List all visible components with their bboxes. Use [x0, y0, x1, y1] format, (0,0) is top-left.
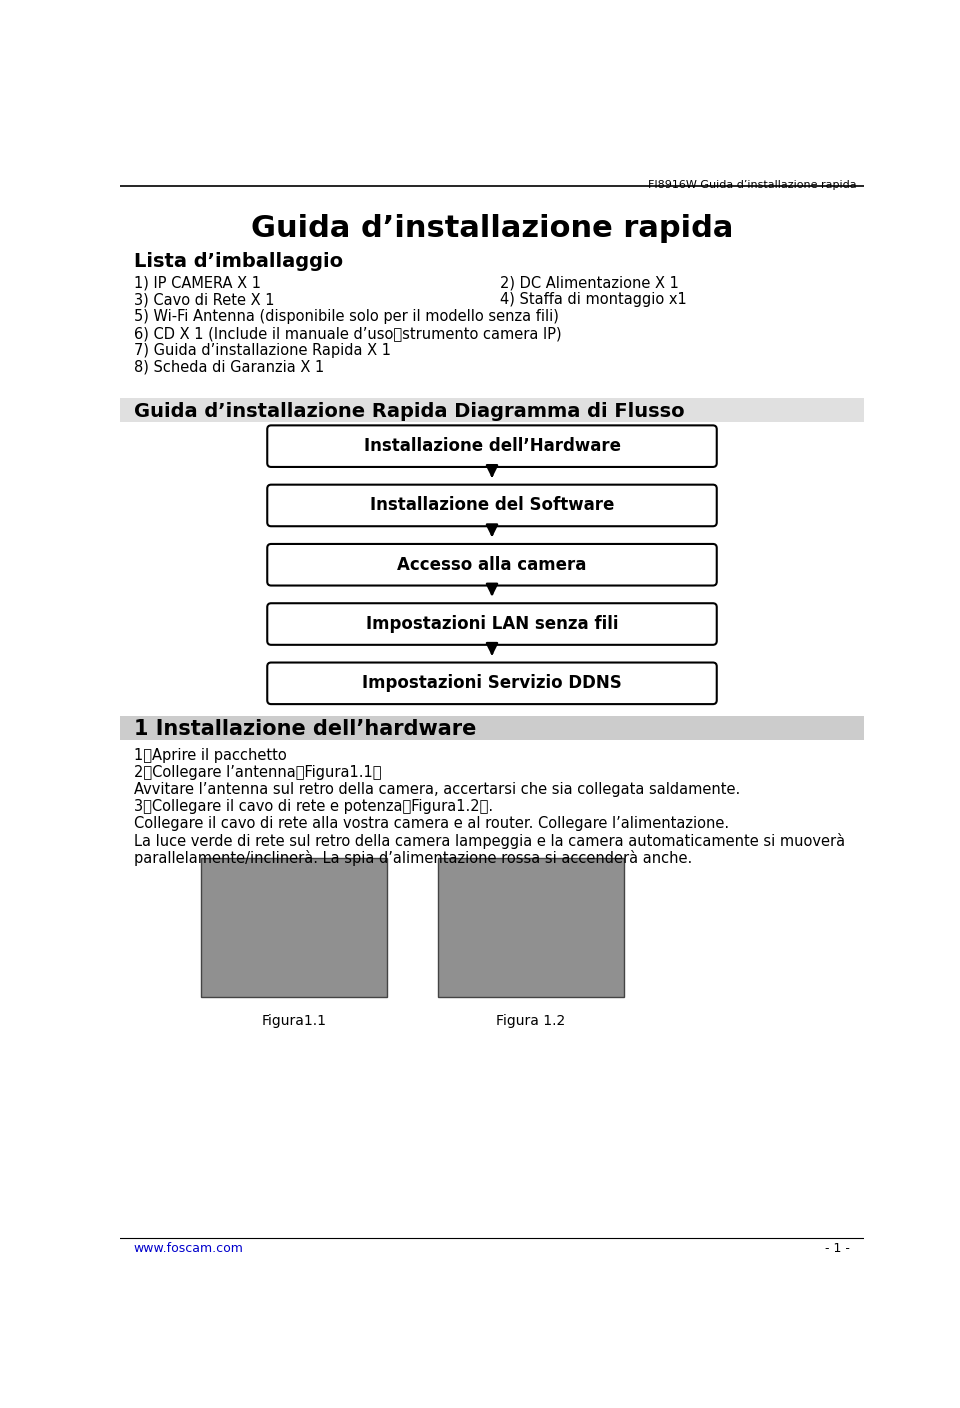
- Text: Guida d’installazione rapida: Guida d’installazione rapida: [251, 214, 733, 242]
- Text: Installazione del Software: Installazione del Software: [370, 497, 614, 514]
- Text: 1 Installazione dell’hardware: 1 Installazione dell’hardware: [134, 718, 476, 739]
- Text: Figura1.1: Figura1.1: [262, 1014, 326, 1028]
- FancyBboxPatch shape: [267, 603, 717, 645]
- FancyBboxPatch shape: [267, 663, 717, 704]
- Bar: [120, 398, 864, 421]
- Text: Accesso alla camera: Accesso alla camera: [397, 556, 587, 573]
- Text: 1）Aprire il pacchetto: 1）Aprire il pacchetto: [134, 748, 287, 763]
- Text: 1) IP CAMERA X 1: 1) IP CAMERA X 1: [134, 275, 261, 290]
- Text: Lista d’imballaggio: Lista d’imballaggio: [134, 252, 343, 272]
- Text: La luce verde di rete sul retro della camera lampeggia e la camera automaticamen: La luce verde di rete sul retro della ca…: [134, 832, 845, 849]
- Text: parallelamente/inclinerà. La spia d’alimentazione rossa si accenderà anche.: parallelamente/inclinerà. La spia d’alim…: [134, 849, 692, 866]
- Bar: [202, 857, 388, 997]
- Text: 4) Staffa di montaggio x1: 4) Staffa di montaggio x1: [500, 293, 686, 307]
- Text: Collegare il cavo di rete alla vostra camera e al router. Collegare l’alimentazi: Collegare il cavo di rete alla vostra ca…: [134, 815, 729, 831]
- Text: 7) Guida d’installazione Rapida X 1: 7) Guida d’installazione Rapida X 1: [134, 344, 391, 358]
- Bar: [438, 857, 624, 997]
- Text: www.foscam.com: www.foscam.com: [134, 1242, 244, 1256]
- Text: Impostazioni LAN senza fili: Impostazioni LAN senza fili: [366, 615, 618, 634]
- Text: - 1 -: - 1 -: [826, 1242, 850, 1256]
- FancyBboxPatch shape: [267, 425, 717, 467]
- Text: 2) DC Alimentazione X 1: 2) DC Alimentazione X 1: [500, 275, 679, 290]
- Text: 5) Wi-Fi Antenna (disponibile solo per il modello senza fili): 5) Wi-Fi Antenna (disponibile solo per i…: [134, 310, 559, 324]
- Text: 3) Cavo di Rete X 1: 3) Cavo di Rete X 1: [134, 293, 275, 307]
- Text: Guida d’installazione Rapida Diagramma di Flusso: Guida d’installazione Rapida Diagramma d…: [134, 401, 684, 421]
- FancyBboxPatch shape: [267, 484, 717, 527]
- Text: 8) Scheda di Garanzia X 1: 8) Scheda di Garanzia X 1: [134, 360, 324, 375]
- Text: FI8916W Guida d’installazione rapida: FI8916W Guida d’installazione rapida: [648, 180, 856, 190]
- Text: Installazione dell’Hardware: Installazione dell’Hardware: [364, 436, 620, 455]
- FancyBboxPatch shape: [267, 543, 717, 586]
- Bar: [120, 715, 864, 741]
- Text: Avvitare l’antenna sul retro della camera, accertarsi che sia collegata saldamen: Avvitare l’antenna sul retro della camer…: [134, 781, 740, 797]
- Text: Impostazioni Servizio DDNS: Impostazioni Servizio DDNS: [362, 674, 622, 693]
- Text: 6) CD X 1 (Include il manuale d’uso、strumento camera IP): 6) CD X 1 (Include il manuale d’uso、stru…: [134, 327, 562, 341]
- Text: 2）Collegare l’antenna（Figura1.1）: 2）Collegare l’antenna（Figura1.1）: [134, 765, 381, 780]
- Text: Figura 1.2: Figura 1.2: [496, 1014, 565, 1028]
- Text: 3）Collegare il cavo di rete e potenza（Figura1.2）.: 3）Collegare il cavo di rete e potenza（Fi…: [134, 798, 493, 814]
